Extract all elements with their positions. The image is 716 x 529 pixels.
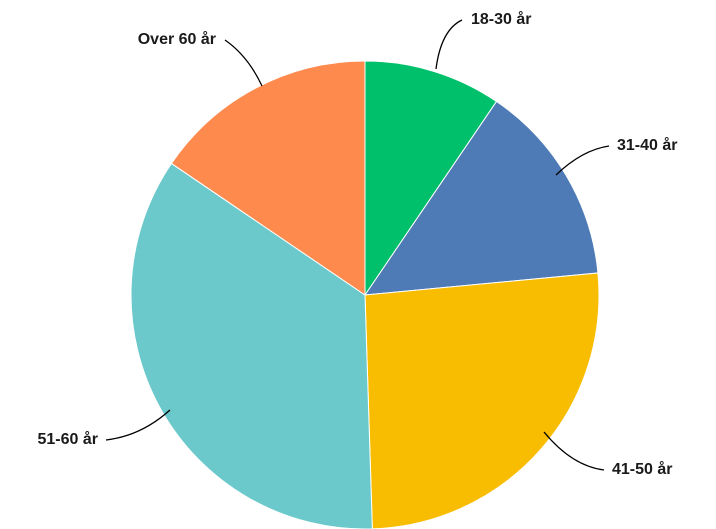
leader-line-18-30-r [435, 19, 463, 70]
pie-slices [130, 60, 600, 529]
leader-lines [105, 19, 610, 471]
leader-line-31-40-r [555, 145, 610, 176]
pie-slice-41-50-r [364, 272, 600, 529]
leader-line-51-60-r [105, 409, 171, 441]
pie-slice-18-30-r [364, 60, 498, 297]
slice-label-31-40-r: 31-40 år [617, 136, 678, 154]
slice-label-51-60-r: 51-60 år [38, 430, 99, 448]
slice-labels: 18-30 år 31-40 år 41-50 år 51-60 år Over 60 … [38, 10, 678, 478]
pie-slice-51-60-r [130, 162, 373, 529]
slice-label-18-30-r: 18-30 år [471, 10, 532, 28]
leader-line-41-50-r [543, 431, 605, 471]
leader-line-over-60-r [224, 39, 263, 87]
pie-slice-over-60-r [170, 60, 366, 296]
slice-label-over-60-r: Over 60 år [138, 30, 216, 48]
pie-slice-31-40-r [363, 100, 599, 296]
slice-label-41-50-r: 41-50 år [612, 460, 673, 478]
